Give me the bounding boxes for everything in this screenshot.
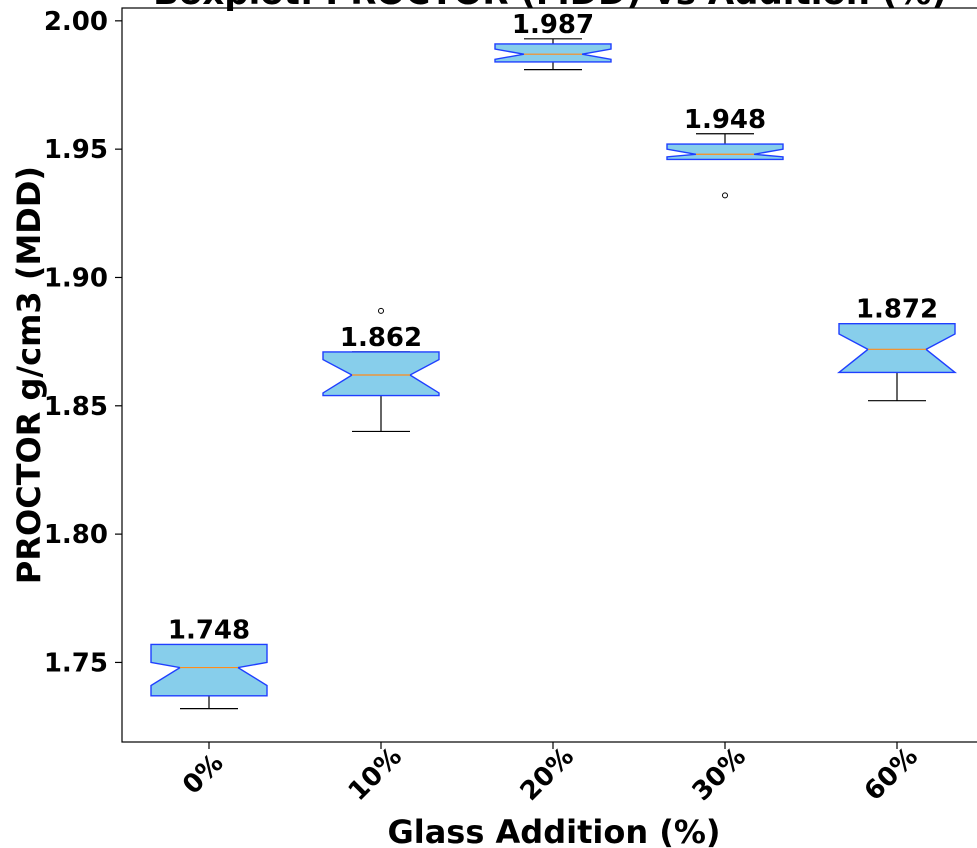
chart-title: Boxplot: PROCTOR (MDD) vs Addition (%) [153, 0, 947, 13]
y-tick-label: 2.00 [44, 7, 108, 37]
y-tick-label: 1.95 [44, 135, 108, 165]
box-group: 1.948 [666, 105, 784, 199]
y-tick-label: 1.75 [44, 648, 108, 678]
median-data-label: 1.748 [168, 615, 250, 645]
box-group: 1.862 [322, 307, 440, 433]
notched-box [150, 643, 268, 697]
notched-box [322, 351, 440, 397]
outlier-point [722, 192, 728, 199]
y-axis: 1.75 1.80 1.85 1.90 1.95 2.00 [44, 7, 122, 678]
notched-box [836, 322, 958, 374]
outlier-point [378, 307, 384, 314]
x-axis: 0% 10% 20% 30% 60% [177, 742, 924, 807]
notched-box [666, 143, 784, 161]
plot-frame [121, 7, 977, 743]
x-tick-label: 30% [687, 742, 752, 807]
x-tick-label: 60% [859, 742, 924, 807]
y-axis-title: PROCTOR g/cm3 (MDD) [10, 166, 48, 584]
y-tick-label: 1.90 [44, 263, 108, 293]
median-data-label: 1.948 [684, 105, 766, 135]
notched-box [494, 43, 612, 63]
x-tick-label: 20% [515, 742, 580, 807]
y-tick-label: 1.80 [44, 520, 108, 550]
boxes-group: 1.748 1.862 1.987 1.948 1.872 [150, 10, 958, 710]
median-data-label: 1.872 [856, 295, 938, 325]
x-axis-title: Glass Addition (%) [387, 813, 720, 848]
median-data-label: 1.862 [340, 323, 422, 353]
x-tick-label: 10% [343, 742, 408, 807]
x-tick-label: 0% [177, 748, 229, 800]
box-group: 1.872 [836, 295, 958, 402]
plot-area [121, 7, 977, 743]
box-group: 1.987 [494, 10, 612, 71]
y-tick-label: 1.85 [44, 392, 108, 422]
median-data-label: 1.987 [512, 10, 594, 40]
box-group: 1.748 [150, 615, 268, 710]
